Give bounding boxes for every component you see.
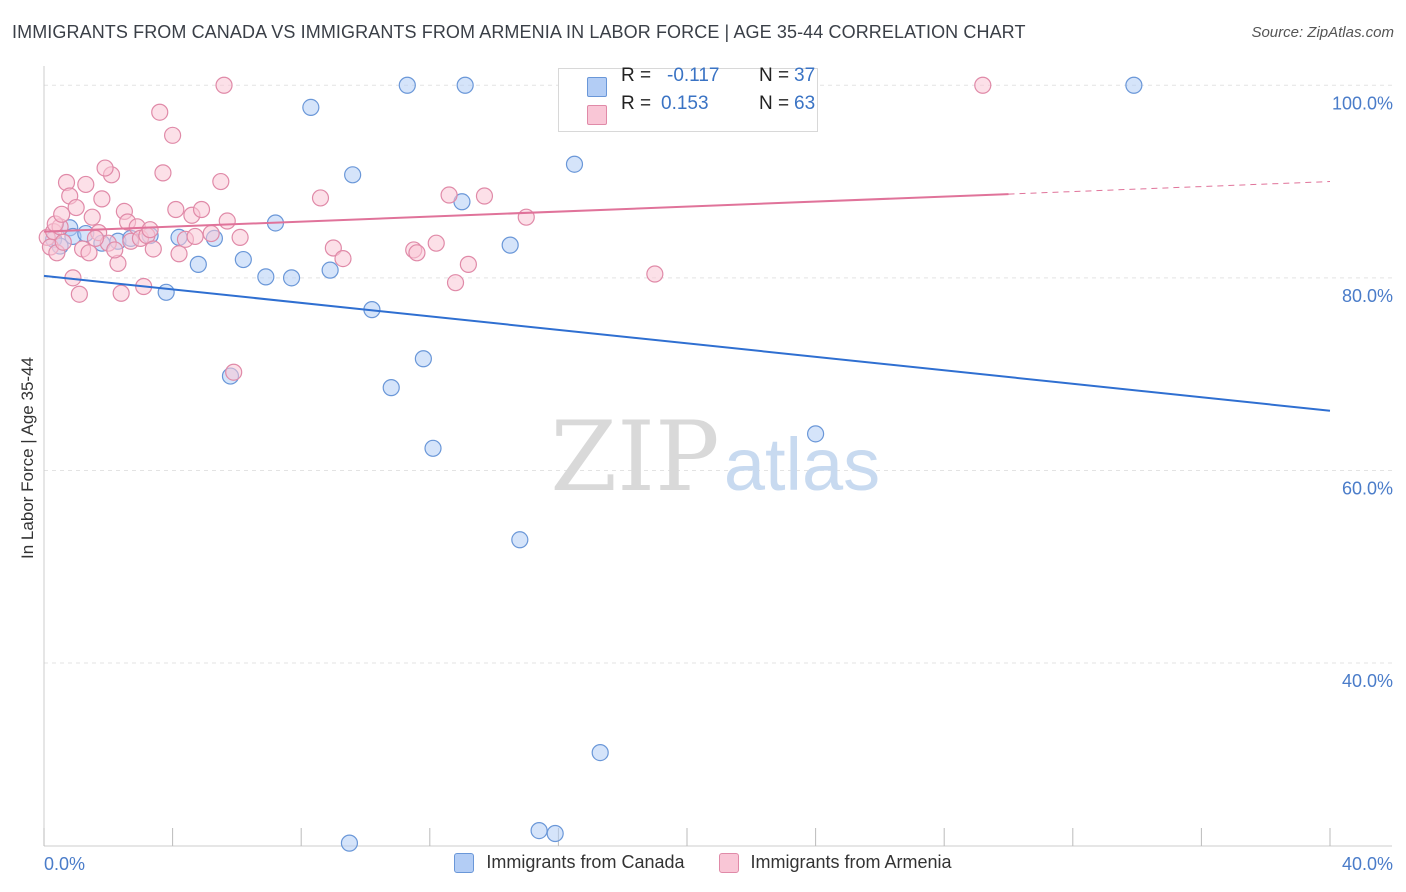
- legend-item-canada[interactable]: Immigrants from Canada: [454, 852, 685, 873]
- trend-line-armenia: [43, 193, 1009, 233]
- data-point: [517, 208, 535, 226]
- data-point: [530, 821, 548, 840]
- y-tick-label: 80.0%: [1342, 286, 1393, 306]
- data-point: [141, 221, 159, 239]
- data-point: [96, 159, 114, 177]
- data-point: [257, 268, 275, 286]
- data-point: [475, 187, 494, 205]
- stats-n-label: N =: [759, 93, 790, 114]
- data-point: [646, 265, 664, 283]
- data-point: [511, 531, 529, 549]
- data-point: [93, 190, 111, 208]
- correlation-stats-box: R = -0.117 N = 37 R = 0.153 N = 63: [558, 65, 818, 132]
- data-point: [151, 103, 169, 121]
- data-point: [459, 255, 477, 273]
- data-point: [334, 249, 352, 268]
- y-tick-label: 100.0%: [1332, 93, 1393, 113]
- data-point: [170, 245, 188, 263]
- y-tick-labels: 40.0% 60.0% 80.0% 100.0%: [1332, 93, 1393, 691]
- data-point: [302, 98, 320, 117]
- trend-lines: [43, 181, 1331, 412]
- data-point: [340, 834, 359, 852]
- y-tick-label: 60.0%: [1342, 478, 1393, 498]
- data-point: [382, 379, 400, 397]
- data-point: [202, 224, 220, 243]
- legend-label-armenia: Immigrants from Armenia: [750, 852, 952, 872]
- source-attribution: Source: ZipAtlas.com: [1251, 24, 1394, 41]
- data-point: [1125, 76, 1143, 94]
- data-point: [77, 175, 95, 194]
- data-point: [344, 166, 362, 184]
- data-point: [218, 212, 236, 230]
- data-point: [112, 284, 130, 302]
- watermark: ZIP atlas: [550, 401, 880, 513]
- data-point: [53, 205, 71, 223]
- gridlines: [44, 84, 1392, 664]
- data-point: [974, 76, 992, 94]
- data-point: [546, 824, 564, 843]
- data-point: [311, 189, 330, 207]
- data-point: [427, 234, 445, 252]
- watermark-atlas: atlas: [724, 423, 880, 506]
- chart-title: IMMIGRANTS FROM CANADA VS IMMIGRANTS FRO…: [12, 22, 1026, 42]
- data-point: [54, 233, 72, 251]
- data-point: [456, 76, 474, 94]
- data-point: [446, 274, 465, 292]
- data-point: [215, 76, 233, 94]
- series-armenia-points: [38, 76, 992, 381]
- stats-swatch-canada: [587, 77, 607, 97]
- watermark-zip: ZIP: [550, 401, 719, 513]
- data-point: [806, 425, 825, 443]
- data-point: [565, 155, 584, 173]
- data-point: [440, 186, 458, 204]
- x-tick-label-max: 40.0%: [1342, 854, 1393, 874]
- data-point: [234, 250, 252, 269]
- data-point: [192, 200, 211, 219]
- data-point: [164, 126, 182, 144]
- data-point: [398, 76, 416, 94]
- stats-n-label: N =: [759, 65, 790, 86]
- data-point: [157, 283, 175, 301]
- data-point: [154, 164, 172, 182]
- stats-r-label: R =: [621, 93, 652, 114]
- stats-swatch-armenia: [587, 105, 607, 125]
- data-point: [501, 236, 519, 254]
- x-tick-label-min: 0.0%: [44, 854, 85, 874]
- data-point: [80, 244, 98, 262]
- data-point: [591, 743, 609, 762]
- data-point: [321, 261, 339, 279]
- trend-line-armenia-extension: [1008, 181, 1331, 195]
- stats-r-value-canada: -0.117: [667, 65, 720, 86]
- data-point: [231, 228, 249, 247]
- data-point: [424, 439, 442, 457]
- data-point: [408, 244, 426, 262]
- data-point: [83, 208, 101, 226]
- trend-line-canada: [43, 274, 1331, 412]
- data-point: [324, 239, 342, 257]
- stats-r-label: R =: [621, 65, 652, 86]
- data-point: [282, 269, 301, 287]
- data-point: [70, 285, 88, 303]
- stats-r-value-armenia: 0.153: [661, 93, 709, 114]
- data-point: [167, 200, 185, 219]
- x-tick-labels: 0.0% 40.0%: [44, 854, 1393, 874]
- stats-n-value-armenia: 63: [794, 93, 816, 114]
- data-point: [186, 227, 204, 246]
- data-point: [144, 240, 162, 258]
- legend-swatch-canada: [454, 852, 475, 873]
- data-point: [225, 363, 243, 381]
- data-point: [189, 255, 207, 273]
- data-point: [106, 241, 124, 259]
- data-point: [86, 229, 105, 247]
- data-point: [212, 172, 230, 191]
- y-tick-label: 40.0%: [1342, 671, 1393, 691]
- legend-item-armenia[interactable]: Immigrants from Armenia: [718, 852, 952, 873]
- legend-label-canada: Immigrants from Canada: [486, 852, 685, 872]
- data-point: [414, 350, 432, 368]
- data-point: [67, 198, 85, 217]
- legend-swatch-armenia: [718, 852, 739, 873]
- legend: Immigrants from Canada Immigrants from A…: [0, 852, 1406, 873]
- stats-n-value-canada: 37: [794, 65, 816, 86]
